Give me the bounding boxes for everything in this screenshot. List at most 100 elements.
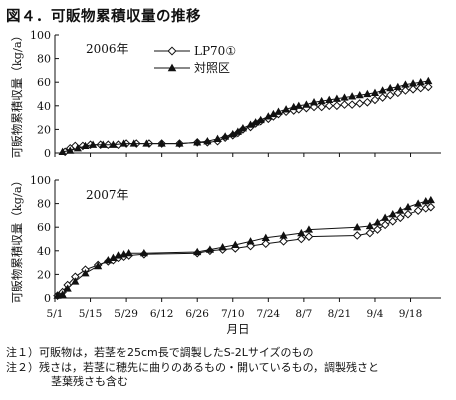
data-point-diamond bbox=[347, 100, 357, 109]
data-point-triangle bbox=[386, 83, 395, 92]
data-point-triangle bbox=[119, 139, 128, 147]
data-point-triangle bbox=[203, 136, 212, 145]
data-point-triangle bbox=[393, 82, 402, 91]
y-tick-label: 100 bbox=[30, 29, 51, 42]
x-tick-label: 6/12 bbox=[150, 308, 174, 320]
data-point-triangle bbox=[378, 86, 387, 94]
x-tick-label: 7/24 bbox=[257, 308, 281, 320]
y-tick-label: 20 bbox=[37, 123, 51, 136]
data-point-triangle bbox=[124, 248, 133, 257]
data-point-diamond bbox=[370, 95, 380, 105]
data-point-diamond bbox=[340, 100, 349, 109]
data-point-triangle bbox=[414, 199, 423, 207]
data-point-triangle bbox=[365, 221, 374, 230]
data-point-diamond bbox=[378, 93, 387, 102]
data-point-triangle bbox=[317, 96, 326, 105]
data-point-triangle bbox=[66, 146, 75, 154]
data-point-diamond bbox=[304, 232, 314, 241]
data-point-diamond bbox=[413, 206, 423, 215]
panel-title: 2006年 bbox=[86, 42, 129, 56]
x-tick-label: 5/1 bbox=[47, 308, 64, 320]
data-point-triangle bbox=[309, 98, 319, 106]
data-point-diamond bbox=[261, 239, 271, 249]
data-point-diamond bbox=[403, 209, 413, 219]
data-point-diamond bbox=[279, 237, 288, 246]
data-point-triangle bbox=[157, 139, 166, 147]
notes: 注１）可販物は，若茎を25cm長で調製したS-2Lサイズのもの 注２）残さは，若… bbox=[6, 346, 379, 390]
data-point-diamond bbox=[388, 216, 398, 226]
data-point-triangle bbox=[348, 92, 357, 100]
data-point-triangle bbox=[109, 140, 118, 148]
data-point-triangle bbox=[416, 77, 425, 86]
data-point-diamond bbox=[365, 228, 375, 238]
y-tick-label: 20 bbox=[37, 268, 51, 281]
legend-label: 対照区 bbox=[194, 61, 230, 75]
data-point-triangle bbox=[233, 127, 242, 135]
x-tick-label: 5/29 bbox=[114, 308, 138, 320]
data-point-diamond bbox=[385, 90, 395, 100]
data-point-triangle bbox=[205, 245, 214, 253]
legend-label: LP70① bbox=[194, 44, 236, 58]
data-point-triangle bbox=[381, 213, 390, 221]
y-tick-label: 60 bbox=[37, 76, 51, 89]
data-point-diamond bbox=[297, 234, 306, 244]
data-point-triangle bbox=[246, 237, 255, 245]
y-axis-label: 可販物累積収量（kg/a） bbox=[10, 30, 24, 159]
data-point-diamond bbox=[423, 82, 433, 92]
note-1: 注１）可販物は，若茎を25cm長で調製したS-2Lサイズのもの bbox=[6, 346, 314, 359]
data-point-triangle bbox=[388, 209, 397, 218]
data-point-diamond bbox=[380, 220, 390, 230]
data-point-diamond bbox=[363, 97, 372, 107]
y-tick-label: 60 bbox=[37, 221, 51, 234]
x-axis-label: 月日 bbox=[227, 322, 250, 336]
data-point-triangle bbox=[325, 95, 334, 104]
data-point-triangle bbox=[81, 141, 90, 150]
data-point-diamond bbox=[355, 99, 365, 108]
data-point-diamond bbox=[396, 213, 405, 223]
y-tick-label: 80 bbox=[37, 53, 51, 66]
data-point-triangle bbox=[175, 139, 184, 147]
data-point-diamond bbox=[317, 102, 326, 112]
data-point-triangle bbox=[353, 222, 362, 231]
data-point-triangle bbox=[363, 89, 372, 98]
data-point-triangle bbox=[261, 233, 270, 241]
data-point-diamond bbox=[332, 101, 342, 111]
data-point-diamond bbox=[426, 202, 436, 212]
y-tick-label: 80 bbox=[37, 198, 51, 211]
data-point-triangle bbox=[73, 144, 82, 152]
data-point-triangle bbox=[58, 147, 67, 155]
data-point-triangle bbox=[221, 132, 230, 140]
x-tick-label: 8/21 bbox=[328, 308, 352, 320]
y-tick-label: 0 bbox=[44, 147, 51, 160]
data-point-triangle bbox=[193, 247, 202, 256]
data-point-diamond bbox=[393, 88, 403, 98]
data-point-triangle bbox=[256, 115, 265, 124]
data-point-triangle bbox=[129, 139, 138, 147]
data-point-triangle bbox=[302, 100, 311, 108]
data-point-triangle bbox=[297, 228, 306, 237]
x-tick-label: 8/7 bbox=[295, 308, 312, 320]
data-point-triangle bbox=[396, 206, 405, 214]
data-point-triangle bbox=[408, 79, 418, 87]
data-point-triangle bbox=[279, 231, 288, 239]
data-point-triangle bbox=[58, 290, 67, 298]
data-point-triangle bbox=[373, 218, 382, 226]
data-point-triangle bbox=[139, 248, 148, 257]
note-3: 茎葉残さも含む bbox=[51, 375, 128, 388]
data-point-diamond bbox=[408, 84, 418, 94]
data-point-triangle bbox=[355, 90, 364, 99]
x-tick-label: 9/4 bbox=[367, 308, 384, 320]
data-point-diamond bbox=[352, 231, 362, 240]
y-tick-label: 40 bbox=[37, 100, 51, 113]
data-point-triangle bbox=[193, 138, 202, 146]
note-2: 注２）残さは，若茎に穂先に曲りのあるもの・開いているもの，調製残さと bbox=[6, 360, 380, 374]
data-point-triangle bbox=[340, 93, 349, 101]
data-point-triangle bbox=[94, 261, 103, 270]
data-point-triangle bbox=[274, 107, 283, 115]
data-point-triangle bbox=[238, 123, 248, 132]
data-point-triangle bbox=[426, 195, 435, 204]
data-point-triangle bbox=[424, 76, 433, 85]
x-tick-label: 7/10 bbox=[221, 308, 245, 320]
legend-marker-diamond bbox=[167, 46, 177, 56]
